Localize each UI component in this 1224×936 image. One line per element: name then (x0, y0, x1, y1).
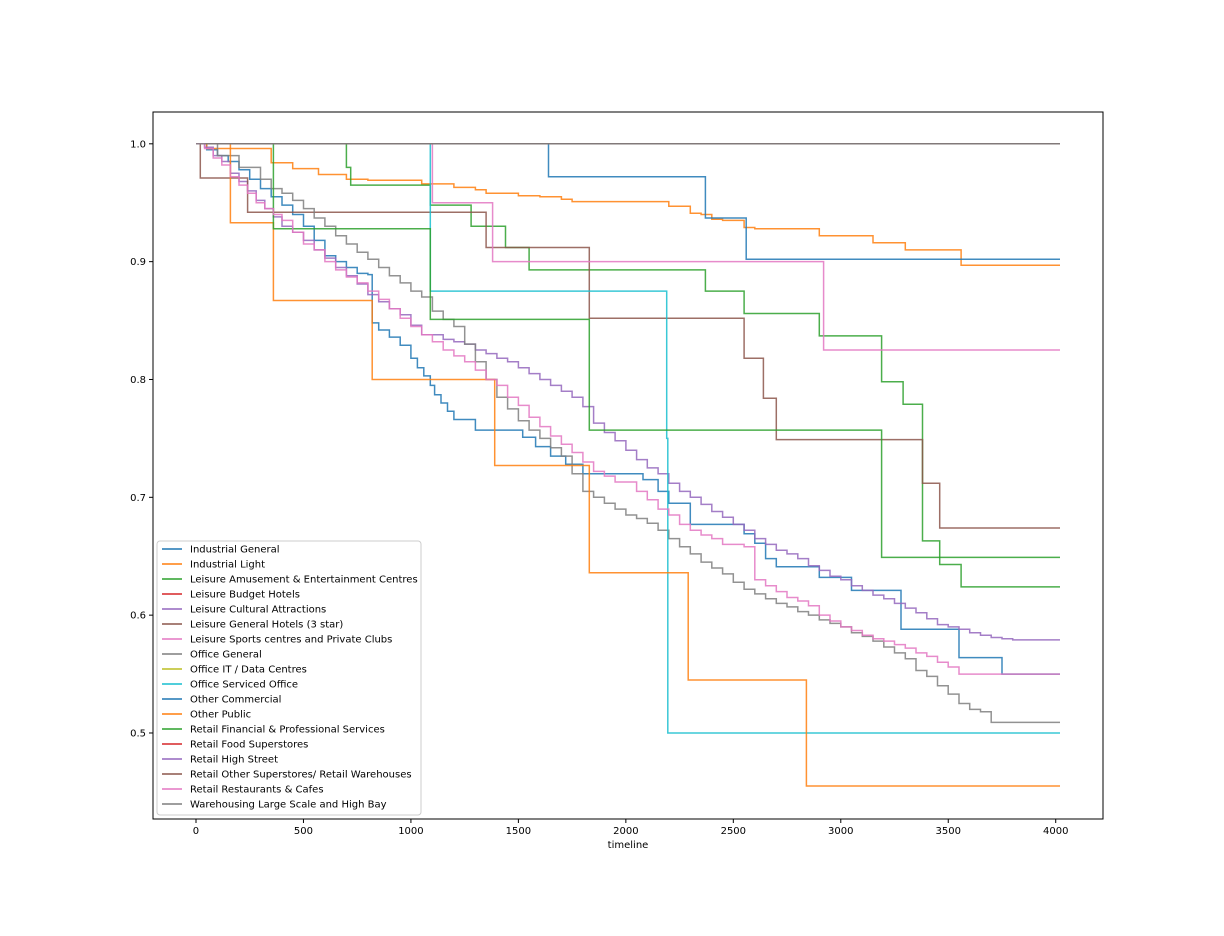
y-tick-label: 0.5 (130, 728, 146, 739)
legend-entry-label: Retail Financial & Professional Services (190, 725, 385, 736)
series-line-5 (196, 143, 1060, 529)
series-line-7 (196, 143, 1060, 724)
y-tick-label: 0.7 (130, 493, 146, 504)
legend-entry-label: Retail Other Superstores/ Retail Warehou… (190, 770, 412, 781)
legend: Industrial General Industrial Light Leisur… (156, 540, 422, 816)
legend-entry-label: Office IT / Data Centres (190, 665, 307, 676)
legend-entry-label: Other Public (190, 710, 251, 721)
x-tick-label: 4000 (1043, 826, 1068, 837)
series-line-16 (196, 143, 1060, 675)
legend-entry-label: Leisure Budget Hotels (190, 590, 300, 601)
legend-entry-label: Retail Food Superstores (190, 740, 308, 751)
legend-entry-label: Office General (190, 650, 262, 661)
x-tick-label: 500 (294, 826, 313, 837)
x-tick-label: 1500 (506, 826, 531, 837)
y-tick-label: 0.6 (130, 611, 146, 622)
x-tick-label: 2000 (613, 826, 638, 837)
series-line-10 (196, 143, 1060, 261)
x-tick-label: 3500 (936, 826, 961, 837)
legend-entry-label: Office Serviced Office (190, 680, 298, 691)
axes-frame (152, 111, 1104, 820)
x-tick-label: 2500 (721, 826, 746, 837)
series-line-6 (196, 143, 1060, 351)
series-line-1 (196, 143, 1060, 266)
legend-entry-label: Leisure Amusement & Entertainment Centre… (190, 575, 418, 586)
series-line-0 (196, 143, 1060, 675)
series-line-9 (196, 143, 1060, 734)
y-axis-ticks: 0.5 0.6 0.7 0.8 0.9 1.0 (130, 139, 153, 739)
x-axis-label: timeline (608, 840, 649, 851)
series-line-11 (196, 143, 1060, 787)
series-layer (196, 143, 1060, 787)
legend-entry-label: Industrial Light (190, 560, 265, 571)
legend-entry-label: Other Commercial (190, 695, 281, 706)
legend-box (156, 540, 422, 816)
legend-entry-label: Retail High Street (190, 755, 278, 766)
legend-entry-label: Industrial General (190, 545, 280, 556)
x-axis-ticks: 0 500 1000 1500 2000 2500 3000 3500 4000 (193, 819, 1068, 837)
y-tick-label: 1.0 (130, 139, 146, 150)
legend-entry-label: Leisure Cultural Attractions (190, 605, 326, 616)
series-line-12 (196, 143, 1060, 559)
y-tick-label: 0.9 (130, 257, 146, 268)
legend-entry-label: Leisure Sports centres and Private Clubs (190, 635, 392, 646)
legend-entry-label: Leisure General Hotels (3 star) (190, 620, 343, 631)
x-tick-label: 0 (193, 826, 199, 837)
legend-entry-label: Warehousing Large Scale and High Bay (190, 800, 387, 811)
y-tick-label: 0.8 (130, 375, 146, 386)
x-tick-label: 3000 (828, 826, 853, 837)
x-tick-label: 1000 (398, 826, 423, 837)
legend-entry-label: Retail Restaurants & Cafes (190, 785, 324, 796)
